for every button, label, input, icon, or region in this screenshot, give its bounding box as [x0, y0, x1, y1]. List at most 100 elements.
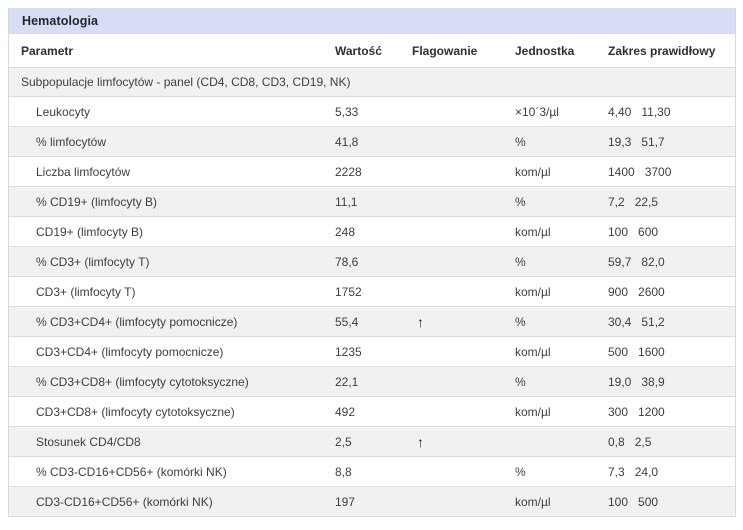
reference-range-high: 24,0	[634, 464, 659, 479]
reference-range-high: 38,9	[641, 374, 665, 389]
reference-range: 0,8 2,5	[608, 435, 735, 449]
parameter-name: Leukocyty	[36, 104, 91, 119]
reference-range-high: 2,5	[634, 434, 652, 449]
parameter-value: 1752	[335, 284, 362, 299]
parameter-unit: ×10´3/µl	[515, 104, 559, 119]
arrow-up-icon: ↑	[417, 433, 424, 450]
reference-range-high: 51,2	[641, 314, 665, 329]
reference-range: 19,3 51,7	[608, 135, 735, 149]
column-header-wartosc: Wartość	[335, 43, 382, 58]
reference-range-low: 0,8	[608, 434, 625, 449]
parameter-value: 248	[335, 224, 356, 239]
parameter-value: 197	[335, 494, 356, 509]
parameter-name: % CD3+CD8+ (limfocyty cytotoksyczne)	[36, 374, 249, 389]
parameter-unit: kom/µl	[515, 494, 551, 509]
table-row: CD3-CD16+CD56+ (komórki NK) 197 kom/µl 100 5…	[9, 486, 735, 516]
arrow-up-icon: ↑	[417, 313, 424, 330]
parameter-value: 41,8	[335, 134, 359, 149]
parameter-value: 78,6	[335, 254, 359, 269]
parameter-unit: kom/µl	[515, 164, 551, 179]
reference-range-low: 900	[608, 284, 629, 299]
table-row: CD3+ (limfocyty T) 1752 kom/µl 900 2600	[9, 276, 735, 306]
column-header-parametr: Parametr	[21, 43, 74, 58]
table-row: % CD3+ (limfocyty T) 78,6% 59,7 82,0	[9, 246, 735, 276]
parameter-name: CD3+ (limfocyty T)	[36, 284, 136, 299]
reference-range-high: 11,30	[641, 104, 671, 119]
reference-range: 900 2600	[608, 285, 735, 299]
parameter-name: CD19+ (limfocyty B)	[36, 224, 144, 239]
panel-title: Hematologia	[9, 8, 735, 34]
parameter-unit: kom/µl	[515, 404, 551, 419]
parameter-value: 2,5	[335, 434, 352, 449]
parameter-name: Stosunek CD4/CD8	[36, 434, 141, 449]
table-row: % CD19+ (limfocyty B) 11,1% 7,2 22,5	[9, 186, 735, 216]
reference-range-high: 82,0	[641, 254, 665, 269]
table-row: Leukocyty 5,33 ×10´3/µl 4,40 11,30	[9, 96, 735, 126]
reference-range-high: 2600	[638, 284, 665, 299]
reference-range: 4,40 11,30	[608, 105, 735, 119]
parameter-value: 55,4	[335, 314, 359, 329]
parameter-name: CD3+CD4+ (limfocyty pomocnicze)	[36, 344, 224, 359]
table-row: Liczba limfocytów 2228 kom/µl 1400 3700	[9, 156, 735, 186]
table-row: % CD3+CD4+ (limfocyty pomocnicze) 55,4 ↑% 3…	[9, 306, 735, 336]
parameter-name: % CD3+ (limfocyty T)	[36, 254, 150, 269]
parameter-value: 11,1	[335, 194, 358, 209]
reference-range: 1400 3700	[608, 165, 735, 179]
reference-range-high: 1600	[638, 344, 665, 359]
parameter-value: 2228	[335, 164, 362, 179]
flag-cell: ↑	[412, 314, 515, 330]
reference-range-low: 7,2	[608, 194, 625, 209]
hematology-panel: Hematologia Parametr Wartość Flagowanie …	[8, 8, 736, 517]
reference-range-low: 100	[608, 494, 629, 509]
table-row: CD19+ (limfocyty B) 248 kom/µl 100 600	[9, 216, 735, 246]
page: Hematologia Parametr Wartość Flagowanie …	[8, 8, 736, 517]
reference-range: 59,7 82,0	[608, 255, 735, 269]
reference-range-low: 1400	[608, 164, 635, 179]
parameter-value: 22,1	[335, 374, 359, 389]
reference-range-high: 600	[638, 224, 659, 239]
section-header-row: Subpopulacje limfocytów - panel (CD4, CD…	[9, 67, 735, 96]
reference-range-low: 19,3	[608, 134, 632, 149]
reference-range-high: 22,5	[634, 194, 659, 209]
column-header-zakres-prawidlowy: Zakres prawidłowy	[608, 43, 716, 58]
table-row: CD3+CD8+ (limfocyty cytotoksyczne) 492 kom…	[9, 396, 735, 426]
parameter-name: % limfocytów	[36, 134, 107, 149]
column-header-jednostka: Jednostka	[515, 43, 575, 58]
reference-range: 100 600	[608, 225, 735, 239]
reference-range-low: 19,0	[608, 374, 632, 389]
reference-range: 30,4 51,2	[608, 315, 735, 329]
reference-range-low: 500	[608, 344, 629, 359]
reference-range-low: 7,3	[608, 464, 625, 479]
table-row: Stosunek CD4/CD8 2,5 ↑ 0,8 2,5	[9, 426, 735, 456]
reference-range-high: 1200	[638, 404, 665, 419]
section-title: Subpopulacje limfocytów - panel (CD4, CD…	[21, 75, 351, 89]
table-row: % CD3+CD8+ (limfocyty cytotoksyczne) 22,1…	[9, 366, 735, 396]
parameter-value: 1235	[335, 344, 362, 359]
parameter-unit: kom/µl	[515, 224, 551, 239]
reference-range: 300 1200	[608, 405, 735, 419]
parameter-name: CD3+CD8+ (limfocyty cytotoksyczne)	[36, 404, 235, 419]
parameter-unit: kom/µl	[515, 344, 551, 359]
parameter-unit: %	[515, 464, 526, 479]
reference-range: 100 500	[608, 495, 735, 509]
table-body: Leukocyty 5,33 ×10´3/µl 4,40 11,30 % limfocyt…	[9, 96, 735, 516]
parameter-unit: %	[515, 194, 526, 209]
reference-range-low: 30,4	[608, 314, 632, 329]
reference-range: 7,3 24,0	[608, 465, 735, 479]
parameter-value: 492	[335, 404, 356, 419]
table-header-row: Parametr Wartość Flagowanie Jednostka Za…	[9, 34, 735, 67]
parameter-value: 8,8	[335, 464, 352, 479]
reference-range: 19,0 38,9	[608, 375, 735, 389]
parameter-unit: %	[515, 374, 526, 389]
table-row: CD3+CD4+ (limfocyty pomocnicze) 1235 kom/µ…	[9, 336, 735, 366]
parameter-name: % CD3-CD16+CD56+ (komórki NK)	[36, 464, 227, 479]
parameter-value: 5,33	[335, 104, 359, 119]
reference-range-low: 4,40	[608, 104, 632, 119]
reference-range-low: 300	[608, 404, 629, 419]
parameter-unit: %	[515, 134, 526, 149]
parameter-unit: kom/µl	[515, 284, 551, 299]
column-header-flagowanie: Flagowanie	[412, 43, 478, 58]
parameter-name: % CD3+CD4+ (limfocyty pomocnicze)	[36, 314, 238, 329]
parameter-unit: %	[515, 314, 526, 329]
table-row: % CD3-CD16+CD56+ (komórki NK) 8,8% 7,3 24,0	[9, 456, 735, 486]
